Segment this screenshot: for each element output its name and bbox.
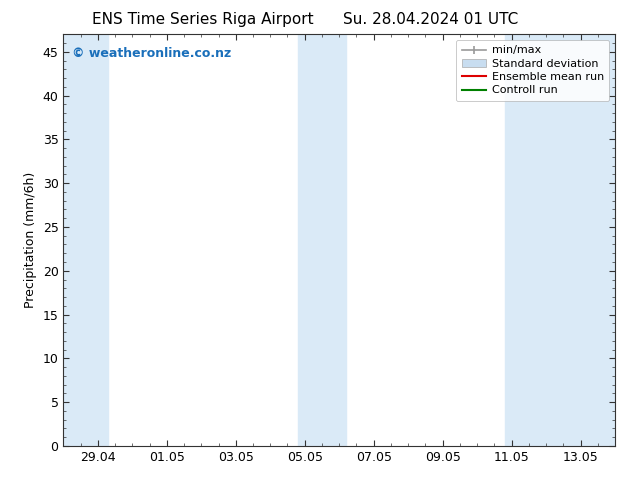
Bar xyxy=(63,34,108,446)
Text: ENS Time Series Riga Airport: ENS Time Series Riga Airport xyxy=(92,12,314,27)
Text: Su. 28.04.2024 01 UTC: Su. 28.04.2024 01 UTC xyxy=(344,12,519,27)
Y-axis label: Precipitation (mm/6h): Precipitation (mm/6h) xyxy=(24,172,37,308)
Text: © weatheronline.co.nz: © weatheronline.co.nz xyxy=(72,47,231,60)
Bar xyxy=(505,34,615,446)
Legend: min/max, Standard deviation, Ensemble mean run, Controll run: min/max, Standard deviation, Ensemble me… xyxy=(456,40,609,101)
Bar xyxy=(298,34,346,446)
